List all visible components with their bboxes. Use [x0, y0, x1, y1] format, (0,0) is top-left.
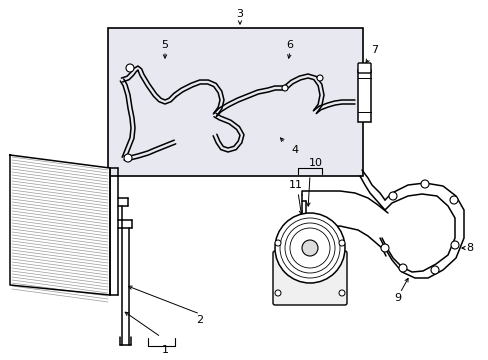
Circle shape	[316, 75, 323, 81]
Circle shape	[282, 85, 287, 91]
Text: 6: 6	[286, 40, 293, 50]
Text: 10: 10	[308, 158, 323, 168]
Text: 11: 11	[288, 180, 303, 190]
Text: 8: 8	[466, 243, 472, 253]
Bar	[357, 70, 370, 122]
Circle shape	[449, 196, 457, 204]
Circle shape	[274, 240, 281, 246]
Circle shape	[450, 241, 458, 249]
Circle shape	[398, 264, 406, 272]
Bar	[108, 28, 362, 176]
Circle shape	[338, 290, 345, 296]
Polygon shape	[10, 155, 110, 295]
Circle shape	[380, 244, 388, 252]
Circle shape	[338, 240, 345, 246]
Text: 5: 5	[161, 40, 168, 50]
Text: 9: 9	[394, 293, 401, 303]
Text: 2: 2	[196, 315, 203, 325]
Text: 1: 1	[161, 345, 168, 355]
Text: 4: 4	[291, 145, 298, 155]
FancyBboxPatch shape	[357, 63, 370, 73]
Circle shape	[302, 240, 317, 256]
Circle shape	[430, 266, 438, 274]
Text: 3: 3	[236, 9, 243, 19]
Circle shape	[126, 64, 134, 72]
Circle shape	[124, 154, 132, 162]
Circle shape	[388, 192, 396, 200]
FancyBboxPatch shape	[272, 251, 346, 305]
Text: 7: 7	[371, 45, 378, 55]
Circle shape	[274, 213, 345, 283]
Circle shape	[420, 180, 428, 188]
Circle shape	[274, 290, 281, 296]
